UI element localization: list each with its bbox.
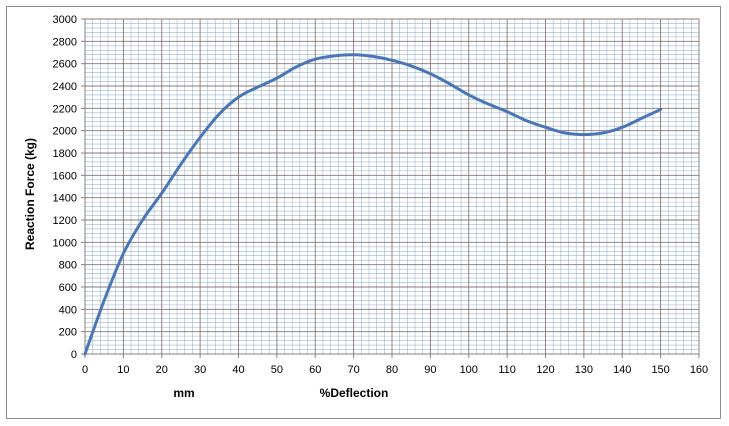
- y-tick-label: 2600: [53, 59, 77, 71]
- x-tick-label: 40: [232, 364, 244, 376]
- x-axis-title: %Deflection: [320, 386, 389, 400]
- y-tick-label: 1600: [53, 170, 77, 182]
- x-tick-label: 90: [424, 364, 436, 376]
- y-tick-label: 2400: [53, 81, 77, 93]
- y-tick-label: 600: [59, 282, 77, 294]
- axes: [81, 18, 700, 358]
- x-tick-label: 100: [460, 364, 478, 376]
- x-tick-labels: 0 10 20 30 40 50 60 70 80 90 100 110 120 130 140 150 160: [82, 364, 708, 376]
- x-tick-label: 160: [690, 364, 708, 376]
- y-tick-label: 2800: [53, 36, 77, 48]
- y-tick-label: 2000: [53, 126, 77, 138]
- series-group: [83, 53, 663, 356]
- x-tick-label: 10: [117, 364, 129, 376]
- x-tick-label: 80: [386, 364, 398, 376]
- y-tick-label: 3000: [53, 14, 77, 26]
- x-tick-label: 110: [498, 364, 516, 376]
- y-tick-label: 200: [59, 327, 77, 339]
- x-tick-label: 140: [613, 364, 631, 376]
- line-chart: 0200400600800100012001400160018002000220…: [23, 14, 708, 400]
- chart-frame: 0 200 400 600 800 1000 1200 1400 1600 1800 2000 220…: [6, 6, 721, 419]
- y-tick-label: 800: [59, 260, 77, 272]
- x-tick-label: 60: [309, 364, 321, 376]
- x-tick-label: 20: [156, 364, 168, 376]
- x-tick-label: 30: [194, 364, 206, 376]
- y-tick-label: 2200: [53, 103, 77, 115]
- y-tick-label: 1200: [53, 215, 77, 227]
- x-axis-unit-label: mm: [173, 386, 194, 400]
- y-tick-label: 1800: [53, 148, 77, 160]
- x-tick-label: 0: [82, 364, 88, 376]
- y-tick-label: 1400: [53, 193, 77, 205]
- x-tick-label: 120: [536, 364, 554, 376]
- x-tick-label: 50: [271, 364, 283, 376]
- series-line-0: [83, 53, 663, 356]
- x-tick-label: 130: [575, 364, 593, 376]
- y-tick-label: 400: [59, 304, 77, 316]
- y-tick-label: 0: [71, 349, 77, 361]
- y-axis-title: Reaction Force (kg): [23, 138, 37, 250]
- x-tick-label: 150: [651, 364, 669, 376]
- x-tick-label: 70: [348, 364, 360, 376]
- y-tick-labels: 0 200 400 600 800 1000 1200 1400 1600 1800 2000 220…: [53, 14, 77, 361]
- y-tick-label: 1000: [53, 237, 77, 249]
